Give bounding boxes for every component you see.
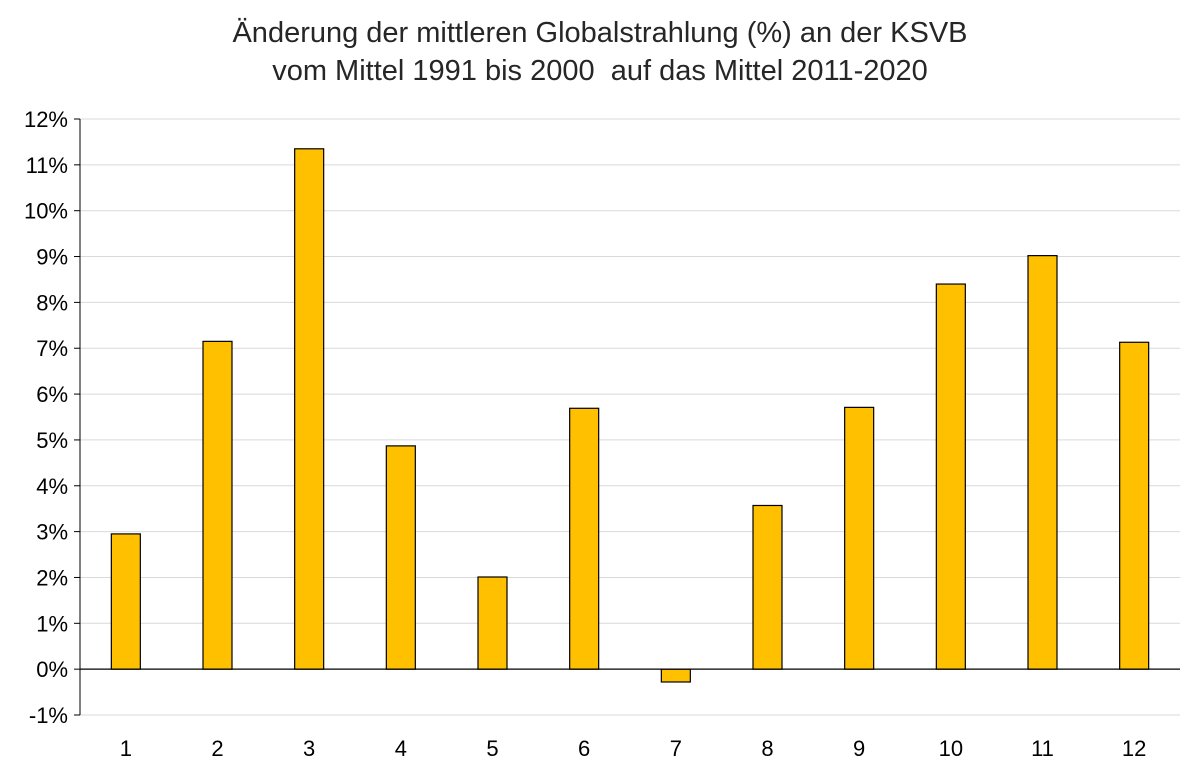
x-tick-label: 7: [670, 736, 682, 761]
x-tick-label: 3: [303, 736, 315, 761]
x-tick-label: 6: [578, 736, 590, 761]
y-tick-label: 6%: [36, 382, 68, 407]
chart-title-block: Änderung der mittleren Globalstrahlung (…: [0, 14, 1200, 90]
y-tick-label: 9%: [36, 245, 68, 270]
bar: [385, 445, 416, 670]
y-tick-label: 1%: [36, 611, 68, 636]
bar: [1027, 255, 1058, 670]
bar: [660, 668, 691, 683]
bar: [110, 533, 141, 670]
bar: [844, 406, 875, 670]
y-tick-label: 2%: [36, 565, 68, 590]
y-tick-label: -1%: [29, 703, 68, 728]
y-tick-label: 0%: [36, 657, 68, 682]
bar: [752, 504, 783, 670]
y-tick-label: 5%: [36, 428, 68, 453]
x-tick-label: 2: [211, 736, 223, 761]
bar: [294, 148, 325, 670]
x-tick-label: 8: [761, 736, 773, 761]
x-tick-label: 4: [395, 736, 407, 761]
y-tick-label: 10%: [24, 199, 68, 224]
y-tick-label: 8%: [36, 290, 68, 315]
y-tick-label: 3%: [36, 520, 68, 545]
bar: [569, 407, 600, 670]
bar: [202, 340, 233, 670]
bar: [935, 283, 966, 670]
x-tick-label: 11: [1031, 736, 1054, 761]
bar: [477, 576, 508, 670]
x-tick-label: 12: [1122, 736, 1146, 761]
x-tick-label: 1: [120, 736, 132, 761]
chart-subtitle: vom Mittel 1991 bis 2000 auf das Mittel …: [272, 55, 928, 87]
chart-title: Änderung der mittleren Globalstrahlung (…: [232, 17, 968, 49]
y-tick-label: 7%: [36, 336, 68, 361]
x-tick-label: 10: [939, 736, 963, 761]
x-tick-label: 5: [486, 736, 498, 761]
y-tick-label: 4%: [36, 474, 68, 499]
y-tick-label: 11%: [26, 153, 68, 178]
y-tick-label: 12%: [24, 107, 68, 132]
x-tick-label: 9: [853, 736, 865, 761]
bar: [1119, 341, 1150, 670]
